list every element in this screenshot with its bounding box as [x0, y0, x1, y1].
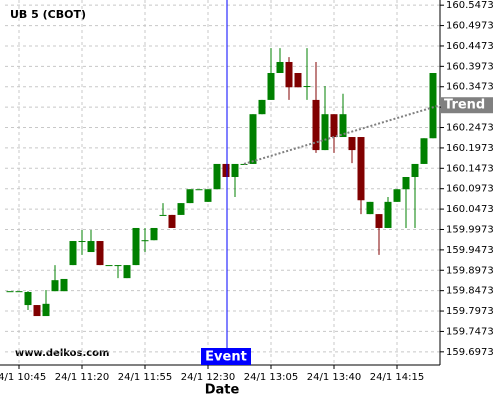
candle-body [240, 163, 248, 165]
y-tick-label: 160.1973 [446, 143, 494, 154]
y-tick-label: 160.4473 [446, 41, 494, 52]
y-tick-label: 159.9973 [446, 224, 494, 235]
y-tick-label: 160.0473 [446, 204, 494, 215]
candle-body [312, 99, 320, 151]
candle-body [276, 61, 284, 73]
candle-body [33, 305, 41, 317]
y-tick-label: 160.4973 [446, 21, 494, 32]
trend-label-box [441, 97, 493, 114]
candle-body [150, 227, 158, 241]
y-tick-label: 160.0973 [446, 184, 494, 195]
candle-body [69, 241, 77, 266]
x-tick-label: 24/1 10:45 [0, 372, 46, 383]
candle-body [348, 137, 356, 151]
x-tick-label: 24/1 11:20 [55, 372, 109, 383]
candle-body [375, 214, 383, 228]
candle-body [141, 240, 149, 242]
y-tick-label: 160.5473 [446, 0, 494, 11]
y-tick-label: 159.7973 [446, 306, 494, 317]
candle-body [258, 99, 266, 115]
candle-body [321, 114, 329, 151]
candle-body [339, 114, 347, 138]
y-tick-label: 159.6973 [446, 347, 494, 358]
candle-body [132, 227, 140, 266]
x-tick-label: 24/1 11:55 [118, 372, 172, 383]
candle-body [357, 137, 365, 201]
candle-body [159, 214, 167, 216]
candle-body [6, 291, 14, 293]
candle-body [51, 280, 59, 292]
y-tick-label: 160.3973 [446, 61, 494, 72]
candle-body [366, 201, 374, 215]
candle-body [393, 189, 401, 202]
candle-body [429, 73, 437, 139]
x-tick-label: 24/1 13:05 [244, 372, 298, 383]
event-label-box [201, 348, 251, 365]
candle-body [15, 291, 23, 293]
candle-body [303, 86, 311, 88]
candle-body [222, 163, 230, 177]
candle-body [177, 203, 185, 215]
y-tick-label: 159.8973 [446, 265, 494, 276]
candle-body [87, 241, 95, 253]
candle-body [267, 73, 275, 100]
candle-body [105, 265, 113, 267]
candle-body [384, 201, 392, 228]
y-tick-label: 160.3473 [446, 82, 494, 93]
candle-body [420, 138, 428, 164]
x-axis-label: Date [205, 383, 240, 398]
y-tick-label: 160.1473 [446, 163, 494, 174]
event-label: Event [205, 350, 247, 365]
trend-label: Trend [444, 98, 485, 113]
x-tick-label: 24/1 12:30 [181, 372, 235, 383]
candle-body [114, 265, 122, 267]
candle-body [249, 114, 257, 164]
candle-body [42, 303, 50, 317]
chart-title: UB 5 (CBOT) [10, 8, 86, 21]
x-tick-label: 24/1 13:40 [307, 372, 361, 383]
candle-body [204, 189, 212, 202]
watermark: www.delkos.com [15, 348, 109, 359]
candle-body [168, 214, 176, 228]
candle-body [123, 265, 131, 279]
candle-body [78, 241, 86, 243]
candle-body [186, 189, 194, 204]
y-tick-label: 159.7473 [446, 326, 494, 337]
candle-body [285, 61, 293, 88]
x-tick-label: 24/1 14:15 [370, 372, 424, 383]
candle-body [231, 163, 239, 177]
candle-body [24, 292, 32, 306]
candle-body [213, 163, 221, 190]
candle-body [402, 176, 410, 190]
candle-body [294, 73, 302, 88]
candle-body [411, 163, 419, 177]
candle-body [60, 278, 68, 292]
candle-body [330, 114, 338, 138]
candle-body [96, 241, 104, 266]
y-tick-label: 159.8473 [446, 286, 494, 297]
y-tick-label: 159.9473 [446, 245, 494, 256]
candle-body [195, 189, 203, 191]
y-tick-label: 160.2473 [446, 123, 494, 134]
